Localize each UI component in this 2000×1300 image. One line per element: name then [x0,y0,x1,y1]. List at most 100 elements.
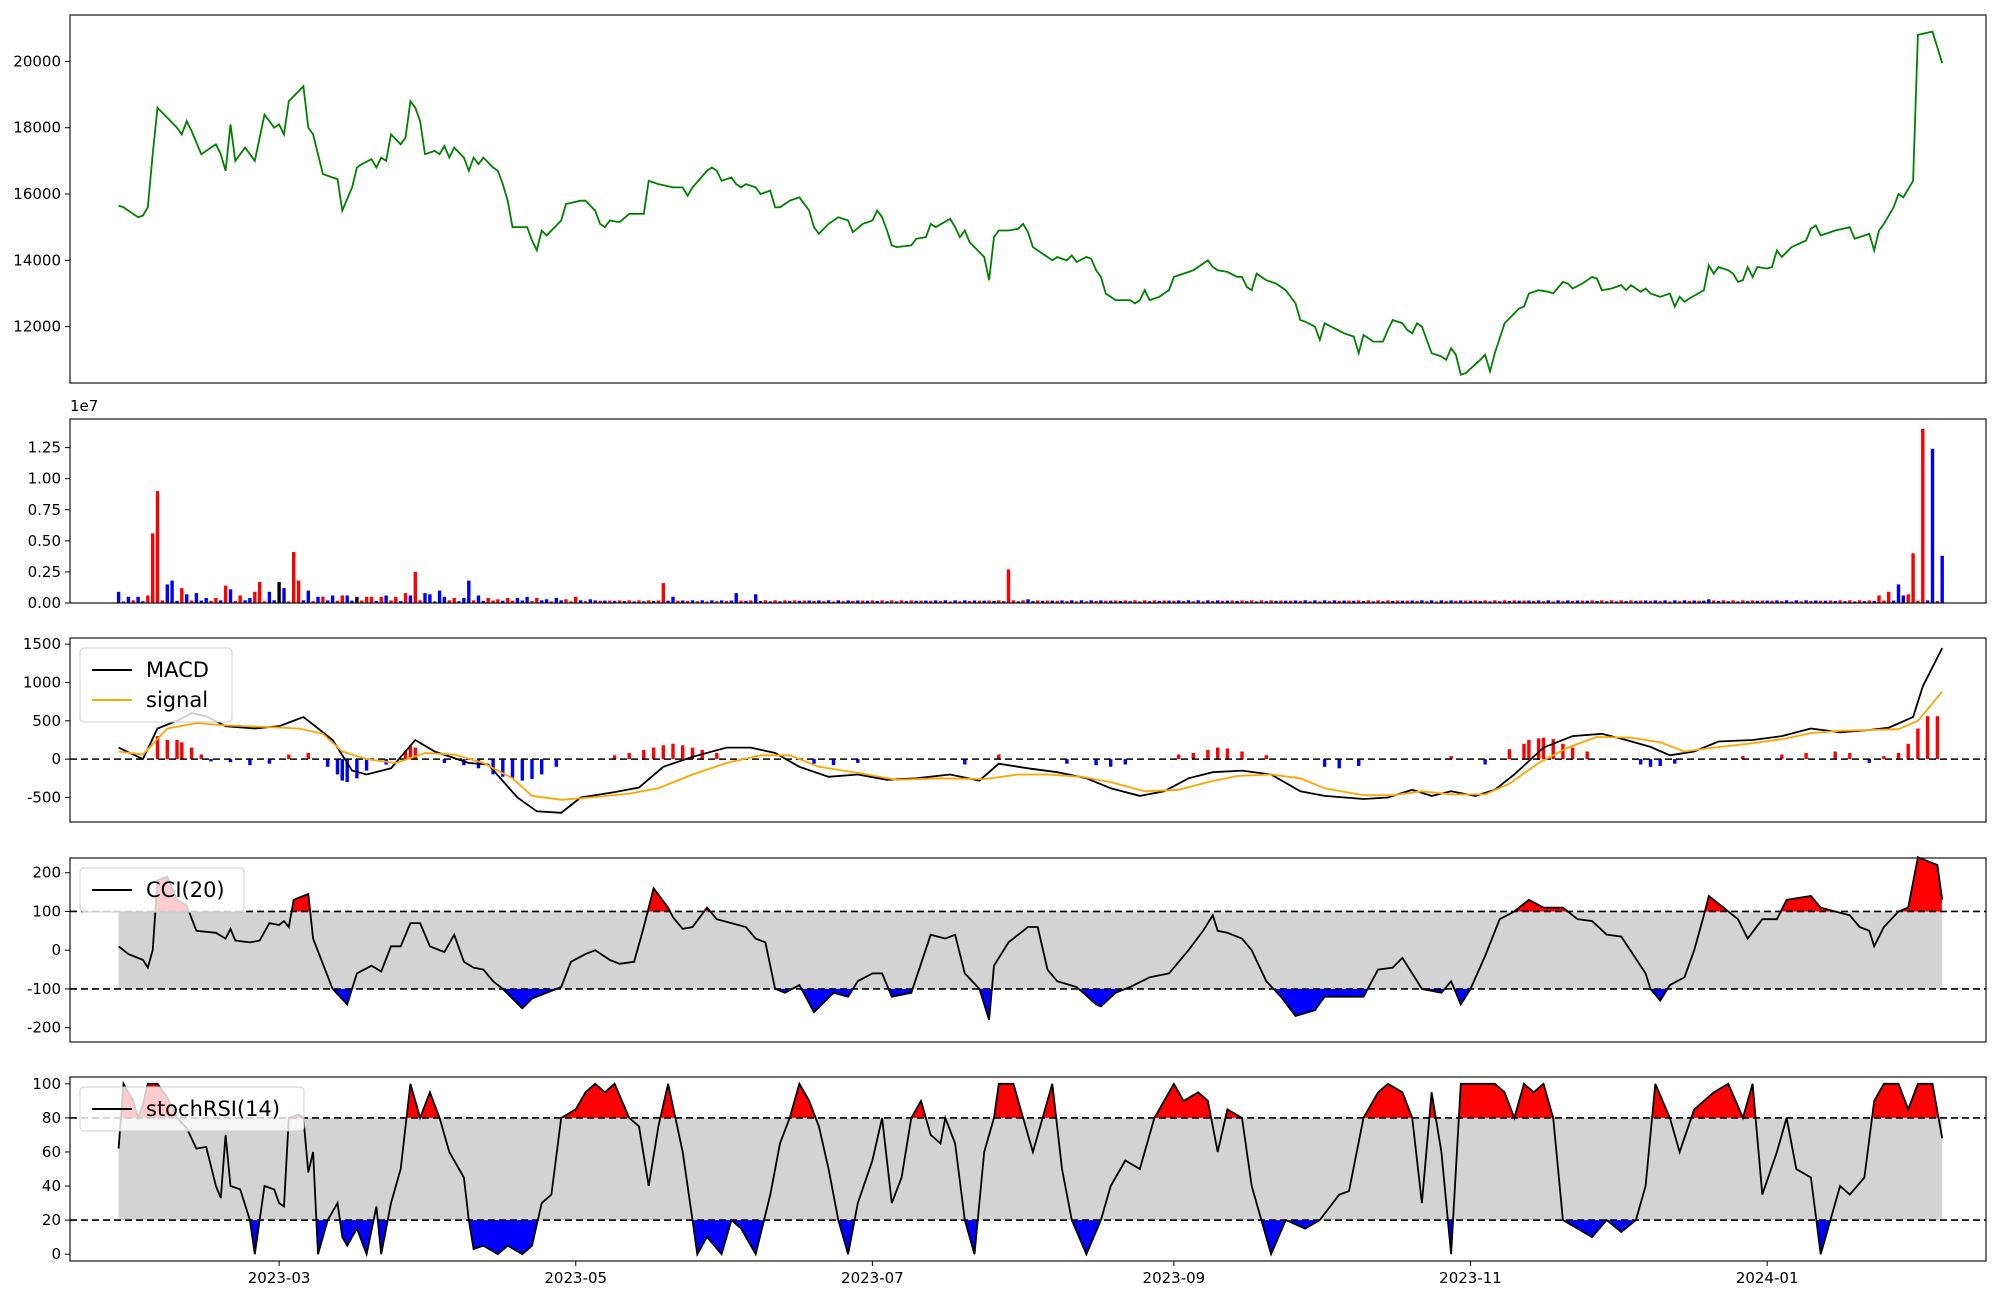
macd-histogram-bar [1507,749,1512,760]
x-tick-label: 2023-07 [841,1269,904,1287]
volume-bar [1775,600,1779,603]
volume-bar [1624,601,1628,603]
volume-bar [1400,600,1405,603]
y-tick-label: -200 [27,1019,61,1037]
volume-bar [1673,600,1677,603]
volume-bar [1838,600,1842,603]
macd-histogram-bar [340,759,344,781]
volume-bar [1113,600,1118,603]
volume-bar [1925,600,1930,603]
volume-bar [1809,601,1813,603]
volume-bar [467,580,471,603]
y-tick-label: 16000 [13,185,61,203]
volume-bar [880,600,884,603]
volume-bar [1823,600,1828,603]
volume-bar [452,598,456,603]
x-tick-label: 2023-09 [1143,1269,1206,1287]
macd-histogram-bar [1177,754,1181,760]
legend-label: CCI(20) [146,878,225,902]
macd-histogram-bar [175,740,179,760]
macd-histogram-bar [540,759,544,775]
volume-bar [1916,600,1920,603]
volume-bar [165,584,169,603]
volume-bar [209,600,213,603]
volume-bar [1498,601,1502,603]
macd-histogram-bar [530,759,534,779]
volume-bar [1609,600,1614,603]
volume-bar [428,594,432,603]
oversold-fill [1071,1220,1101,1254]
volume-bar [180,588,184,603]
x-axis: 2023-03 2023-05 2023-07 2023-09 2023-11 2024-… [248,1261,1799,1287]
volume-bar [1459,600,1463,603]
volume-bar [394,596,398,603]
volume-bar [1639,600,1643,603]
macd-histogram-bar [1639,759,1643,765]
volume-bar [535,598,539,603]
macd-histogram-bar [1551,739,1555,760]
volume-bar [792,600,797,603]
volume-bar [1133,600,1137,603]
volume-bar [155,491,160,603]
volume-bar [763,600,768,603]
macd-histogram-bar [1570,747,1575,760]
volume-bar [1930,448,1935,603]
volume-bar [1780,601,1784,603]
volume-bar [671,596,675,603]
oversold-fill [468,1220,538,1255]
volume-bar [476,595,481,603]
macd-histogram-bar [248,759,252,766]
volume-bar [399,601,403,603]
macd-histogram-bar [1848,753,1852,760]
x-tick-label: 2023-11 [1439,1269,1502,1287]
volume-bar [676,600,680,603]
macd-histogram-bar [1225,748,1230,760]
volume-bar [1517,600,1521,603]
macd-histogram-bar [364,759,369,771]
volume-bar [826,600,831,603]
volume-bar [1006,569,1011,603]
volume-bar [1337,600,1341,603]
macd-histogram-bar [1673,759,1677,764]
volume-bar [1245,601,1249,603]
volume-bar [1590,600,1594,603]
volume-bar [1225,600,1230,603]
volume-bar [948,601,952,603]
volume-bar [651,601,656,603]
volume-bar [1026,599,1030,603]
volume-bar [1721,600,1726,603]
volume-bar [593,600,597,603]
volume-bar [1381,601,1385,603]
volume-bar [1473,600,1478,603]
volume-bar [656,600,661,603]
volume-bar [909,600,913,603]
overbought-fill [1514,900,1568,912]
volume-bar [603,600,607,603]
volume-bar [1478,601,1482,603]
signal-line [118,691,1943,801]
volume-bar [1595,601,1599,603]
volume-bar [1060,600,1064,603]
volume-bar [1084,601,1089,603]
overbought-fill [1458,1083,1553,1118]
volume-bar [861,600,865,603]
volume-bar [778,601,782,603]
macd-histogram-bar [812,759,816,764]
price-panel: 12000 14000 16000 18000 20000 [13,14,1987,384]
volume-bar [384,595,388,603]
volume-bar [1250,600,1254,603]
volume-bar [306,590,310,603]
volume-bar [788,601,792,603]
volume-bar [1410,600,1414,603]
volume-bar [1634,600,1638,603]
volume-bar [1235,600,1239,603]
cci-panel: -200 -100 0 100 200 CCI(20) [27,855,1987,1043]
volume-bar [569,601,573,603]
macd-line [118,647,1944,814]
volume-bar [1313,600,1317,603]
volume-bar [1677,601,1682,603]
volume-bar [1551,601,1555,603]
legend-label: signal [146,688,208,712]
volume-bar [374,600,379,603]
volume-bar [977,600,982,603]
